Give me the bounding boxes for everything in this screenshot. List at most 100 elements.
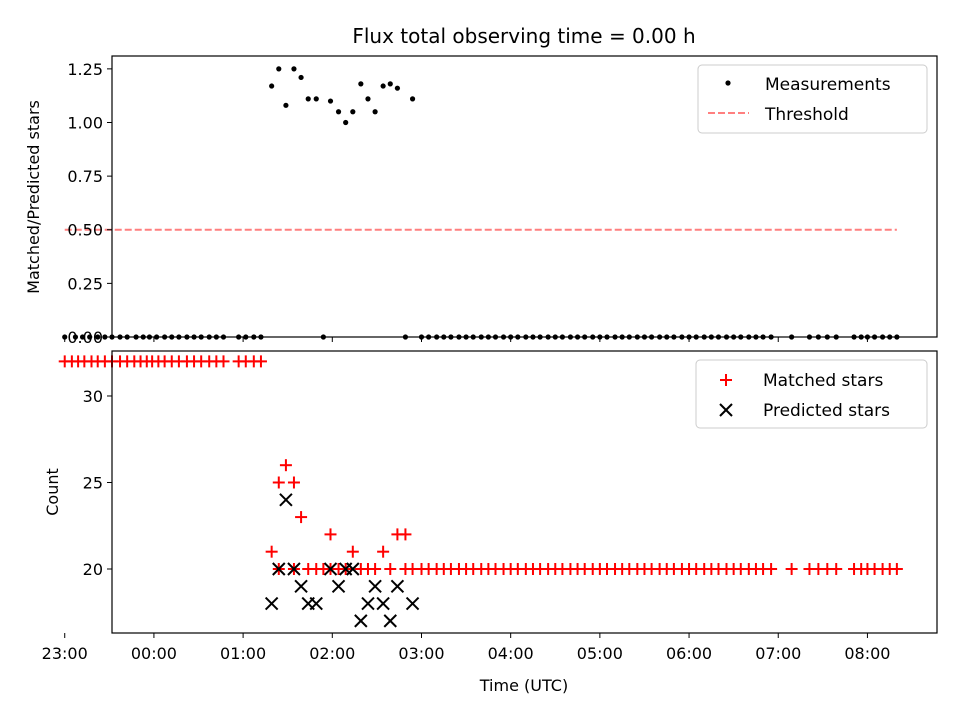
measurement-point (372, 109, 378, 115)
matched-star-point (377, 545, 390, 558)
y-tick-label: 1.25 (67, 60, 103, 79)
predicted-star-point (361, 596, 375, 611)
ratio-x-ticks (64, 337, 868, 342)
x-tick-label: 02:00 (309, 644, 355, 663)
matched-star-point (785, 562, 798, 575)
measurement-zero-point (87, 334, 93, 340)
counts-legend: Matched stars Predicted stars (695, 359, 928, 429)
y-tick-label: 0.00 (67, 328, 103, 347)
y-tick-label: 0.25 (67, 274, 103, 293)
predicted-star-point (368, 579, 382, 593)
predicted-star-point (287, 562, 301, 576)
ratio-panel: 0.00 0.25 0.50 0.75 1.00 1.25 Matched/Predict… (24, 55, 938, 347)
matched-star-point (254, 355, 267, 368)
y-tick-label: 0.75 (67, 167, 103, 186)
counts-axes-frame (111, 350, 938, 634)
x-tick-label: 23:00 (42, 644, 88, 663)
measurement-point (298, 74, 304, 81)
ratio-y-axis-label: Matched/Predicted stars (24, 100, 43, 294)
predicted-stars-legend-marker (719, 403, 733, 417)
counts-legend-box (695, 359, 928, 429)
measurements-legend-label: Measurements (765, 75, 891, 95)
matched-star-point (346, 545, 359, 558)
counts-y-axis-label: Count (43, 468, 62, 516)
counts-x-ticks: 23:00 00:00 01:00 02:00 03:00 04:00 05:00 06:00… (42, 633, 890, 663)
x-tick-label: 04:00 (488, 644, 534, 663)
x-tick-label: 06:00 (666, 644, 712, 663)
measurement-point (394, 85, 401, 91)
measurement-point (343, 119, 349, 126)
ratio-y-ticks: 0.00 0.25 0.50 0.75 1.00 1.25 (67, 60, 112, 347)
matched-stars-legend-label: Matched stars (763, 371, 883, 391)
predicted-star-point (331, 579, 346, 593)
ratio-axes-frame (111, 55, 938, 338)
matched-star-point (765, 562, 778, 575)
measurement-point (283, 102, 289, 108)
matched-star-point (279, 459, 292, 472)
measurement-zero-point (72, 334, 79, 340)
y-tick-label: 20 (83, 560, 103, 579)
measurements-legend-marker (725, 80, 731, 86)
measurement-point (350, 109, 356, 115)
predicted-star-point (279, 493, 293, 507)
measurement-point (269, 83, 275, 89)
matched-star-point (890, 562, 903, 575)
predicted-star-point (354, 614, 368, 628)
matched-star-point (399, 528, 412, 541)
matched-star-point (272, 476, 285, 489)
y-tick-label: 1.00 (67, 113, 103, 132)
matched-star-point (287, 476, 300, 489)
counts-panel: 20 25 30 23:00 00:00 01:00 02:00 03:00 04:00 05:… (42, 350, 938, 695)
predicted-star-point (264, 596, 279, 611)
matched-star-point (265, 545, 278, 558)
predicted-star-point (272, 562, 286, 576)
predicted-star-point (383, 614, 397, 628)
x-tick-label: 07:00 (755, 644, 801, 663)
counts-marks (58, 355, 903, 628)
measurement-point (276, 66, 282, 72)
measurement-zero-point (79, 334, 86, 340)
x-tick-label: 03:00 (398, 644, 444, 663)
matched-star-point (369, 562, 382, 575)
measurement-point (335, 109, 342, 115)
x-tick-label: 08:00 (844, 644, 890, 663)
predicted-star-point (376, 596, 390, 611)
chart-title: Flux total observing time = 0.00 h (352, 24, 695, 48)
predicted-star-point (294, 579, 308, 593)
x-tick-label: 01:00 (220, 644, 266, 663)
predicted-star-point (390, 579, 405, 593)
matched-star-point (295, 511, 308, 524)
matched-star-point (830, 562, 843, 575)
measurement-zero-point (95, 334, 101, 340)
measurement-point (358, 81, 364, 87)
x-tick-label: 05:00 (577, 644, 623, 663)
y-tick-label: 25 (83, 473, 103, 492)
predicted-star-point (346, 562, 360, 576)
x-tick-label: 00:00 (131, 644, 177, 663)
measurement-point (365, 96, 371, 102)
measurement-point (313, 96, 319, 102)
y-tick-label: 30 (83, 387, 103, 406)
predicted-star-point (309, 596, 323, 611)
measurement-point (409, 96, 416, 102)
measurement-point (291, 66, 297, 72)
y-tick-label: 0.50 (67, 221, 103, 240)
measurement-point (327, 98, 334, 104)
predicted-star-point (405, 596, 420, 611)
x-axis-label: Time (UTC) (479, 676, 568, 695)
predicted-star-point (323, 562, 338, 576)
ratio-legend: Measurements Threshold (697, 64, 928, 134)
measurement-zero-point (102, 334, 108, 340)
matched-stars-legend-marker (720, 374, 732, 386)
matched-star-point (217, 355, 230, 368)
threshold-legend-label: Threshold (764, 105, 849, 125)
measurement-point (380, 83, 386, 89)
measurement-point (305, 96, 311, 102)
matched-star-point (324, 528, 337, 541)
matched-star-point (384, 562, 397, 575)
ratio-legend-box (697, 64, 928, 134)
predicted-stars-legend-label: Predicted stars (763, 401, 890, 421)
measurement-point (387, 81, 393, 87)
counts-y-ticks: 20 25 30 (83, 387, 112, 579)
